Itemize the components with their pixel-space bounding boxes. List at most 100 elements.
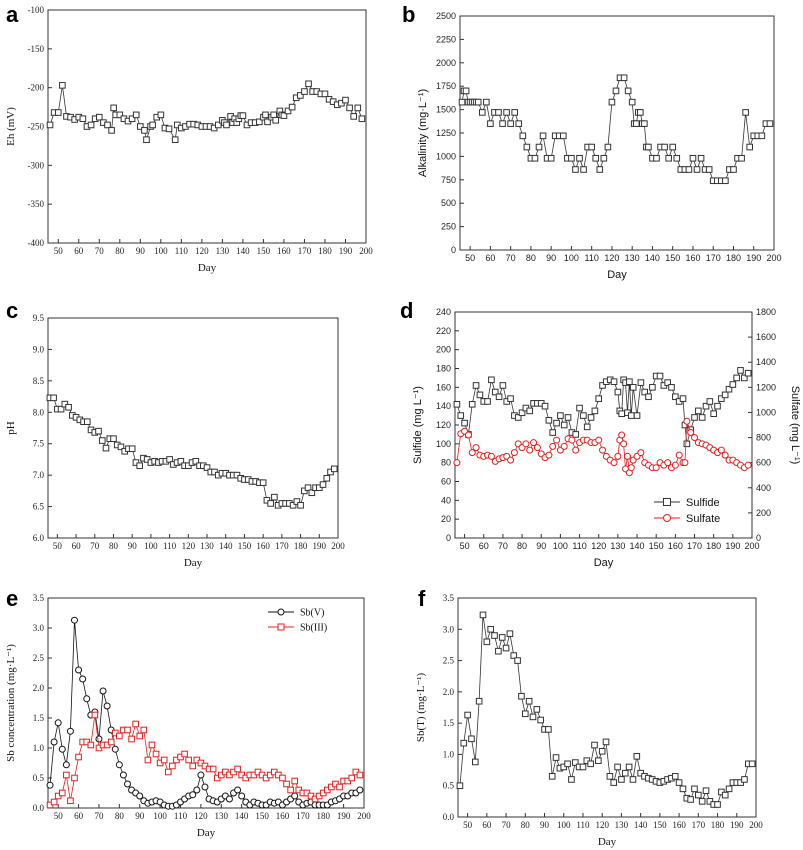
- data-point-d-1: [610, 459, 618, 467]
- data-point-b-0: [661, 143, 668, 151]
- data-point-c-0: [289, 502, 297, 509]
- data-point-a-0: [288, 103, 296, 111]
- data-point-e-0: [119, 771, 127, 779]
- data-point-d-0: [741, 374, 748, 382]
- data-point-e-1: [128, 735, 135, 743]
- x-tick-label-c: 70: [90, 541, 100, 551]
- legend-marker-e-0: [277, 608, 285, 616]
- chart-panel-a: 50 60 70 80 90 100 110 120 130 140 150 160 170 180 190…: [5, 5, 373, 274]
- data-point-b-0: [547, 154, 555, 162]
- data-point-d-0: [656, 372, 664, 380]
- data-point-c-0: [166, 456, 173, 463]
- x-tick-label-c: 80: [109, 541, 119, 551]
- y-tick-label-b: 1500: [436, 105, 456, 115]
- data-point-e-1: [209, 765, 217, 773]
- x-tick-label-e: 180: [316, 811, 330, 821]
- y-tick-label-d: 160: [436, 382, 451, 392]
- data-point-b-0: [592, 154, 600, 162]
- x-tick-label-b: 200: [766, 253, 781, 263]
- data-point-e-1: [287, 786, 294, 794]
- x-tick-label-e: 110: [174, 811, 188, 821]
- data-point-c-0: [192, 458, 200, 465]
- data-point-a-0: [301, 88, 308, 95]
- data-point-f-0: [518, 692, 525, 700]
- x-tick-label-b: 100: [564, 253, 579, 263]
- x-tick-label-f: 160: [672, 820, 686, 830]
- data-point-a-0: [132, 111, 140, 119]
- x-axis-label-a: Day: [198, 262, 217, 274]
- x-tick-label-b: 170: [706, 253, 721, 263]
- data-point-d-0: [472, 382, 480, 389]
- data-point-d-0: [733, 374, 740, 382]
- x-tick-label-c: 120: [182, 541, 196, 551]
- data-point-f-0: [579, 763, 587, 771]
- y-tick-label-d: 40: [441, 495, 451, 505]
- x-tick-label-f: 60: [482, 820, 492, 830]
- data-point-d-0: [461, 419, 468, 427]
- data-point-e-1: [169, 762, 176, 770]
- x-tick-label-a: 150: [257, 246, 271, 256]
- data-point-f-0: [675, 779, 683, 786]
- panel-label-e: e: [6, 586, 18, 611]
- data-point-f-0: [571, 759, 579, 766]
- y-tick-label-b: 1750: [436, 81, 456, 91]
- data-point-e-1: [189, 762, 197, 770]
- data-point-f-0: [552, 754, 560, 761]
- data-point-a-0: [141, 127, 148, 134]
- data-point-b-0: [669, 143, 677, 151]
- data-point-b-0: [665, 154, 672, 162]
- data-point-b-0: [580, 166, 587, 173]
- data-point-e-1: [356, 771, 364, 779]
- data-point-f-0: [487, 625, 494, 633]
- data-point-d-0: [698, 414, 706, 421]
- legend-label-d-1: Sulfate: [686, 513, 720, 525]
- x-tick-label-b: 180: [726, 253, 741, 263]
- data-point-f-0: [606, 773, 614, 780]
- data-point-d-1: [744, 461, 752, 469]
- data-point-d-0: [495, 393, 503, 401]
- data-point-e-1: [140, 726, 148, 734]
- data-point-d-1: [681, 459, 689, 467]
- data-point-b-0: [499, 120, 506, 127]
- data-point-c-0: [304, 484, 312, 492]
- y-tick-label-b: 750: [441, 175, 456, 185]
- data-point-d-1: [522, 440, 530, 448]
- data-point-e-1: [185, 756, 192, 764]
- data-point-b-0: [742, 109, 749, 116]
- y-axis-label-b: Alkalinity (mg·L⁻¹): [417, 89, 429, 177]
- data-point-a-0: [104, 121, 111, 129]
- data-point-b-0: [515, 120, 523, 127]
- data-point-e-0: [356, 786, 364, 794]
- series-line-e-1: [49, 714, 361, 806]
- data-point-a-0: [354, 104, 362, 112]
- x-tick-label-d: 170: [687, 541, 702, 551]
- data-point-a-0: [358, 115, 366, 123]
- data-point-d-1: [623, 452, 631, 460]
- data-point-f-0: [679, 785, 687, 793]
- data-point-f-0: [491, 632, 498, 639]
- data-point-a-0: [137, 123, 144, 130]
- data-point-f-0: [621, 769, 629, 777]
- data-point-d-1: [464, 431, 472, 439]
- data-point-f-0: [695, 791, 702, 799]
- y-tick-label-d: 200: [436, 345, 451, 355]
- x-tick-label-d: 180: [706, 541, 721, 551]
- data-point-f-0: [514, 657, 521, 664]
- data-point-d-1: [472, 444, 480, 452]
- data-point-d-0: [664, 379, 671, 386]
- data-point-c-0: [65, 403, 72, 411]
- data-point-f-0: [460, 739, 468, 747]
- data-point-c-0: [83, 418, 91, 426]
- y-tick-label-b: 0: [451, 245, 456, 255]
- data-point-f-0: [537, 716, 544, 724]
- data-point-d-0: [583, 423, 591, 431]
- data-point-f-0: [591, 741, 598, 749]
- data-point-d-1: [560, 442, 568, 450]
- x-tick-label-f: 150: [653, 820, 667, 830]
- data-point-a-0: [143, 136, 150, 144]
- data-point-d-0: [637, 379, 645, 386]
- y-tick-label-f: 2.5: [443, 656, 455, 666]
- data-point-e-0: [58, 745, 66, 753]
- plot-frame-f: [457, 597, 757, 818]
- data-point-b-0: [632, 120, 640, 127]
